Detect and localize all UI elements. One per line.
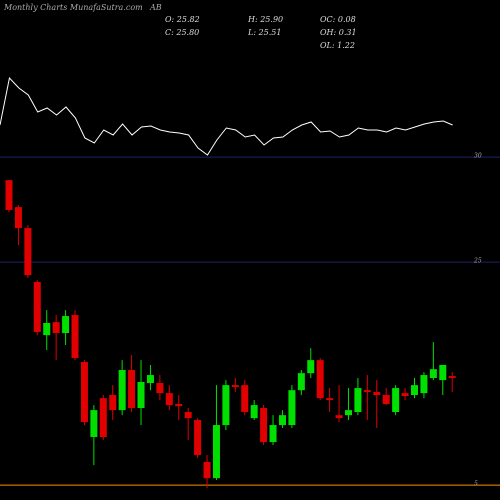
candle-body (429, 369, 437, 378)
candle-body (128, 370, 136, 409)
candle-body (382, 395, 390, 405)
candle-body (33, 282, 41, 333)
candle-body (118, 370, 126, 411)
candle-body (137, 381, 145, 409)
candle-body (184, 412, 192, 419)
candle-body (420, 375, 428, 394)
candle-body (24, 228, 32, 276)
info-open: O: 25.82 (165, 15, 200, 24)
candle-body (269, 425, 277, 443)
y-tick-label: 5 (474, 481, 478, 488)
candle-body (410, 385, 418, 396)
candle-body (231, 385, 239, 388)
candle-body (278, 415, 286, 426)
candle-body (165, 393, 173, 406)
indicator-line (0, 76, 453, 156)
info-high: H: 25.90 (247, 15, 283, 24)
candle-body (354, 388, 362, 413)
y-tick-label: 25 (473, 258, 482, 265)
candle-body (71, 314, 79, 359)
candle-body (62, 316, 70, 334)
info-low: L: 25.51 (247, 28, 281, 37)
candle-body (203, 461, 211, 479)
candle-body (109, 395, 117, 411)
candle-body (212, 425, 220, 479)
info-close: C: 25.80 (165, 28, 199, 37)
candle-body (363, 390, 371, 393)
info-oc: OC: 0.08 (320, 15, 356, 24)
candle-body (373, 392, 381, 396)
chart-title: Monthly Charts MunafaSutra.com (3, 3, 143, 12)
candle-body (344, 410, 352, 416)
info-ol: OL: 1.22 (320, 41, 355, 50)
symbol: AB (149, 3, 162, 12)
candle-body (80, 362, 88, 423)
candle-body (297, 373, 305, 391)
candle-body (307, 360, 315, 374)
candle-body (335, 415, 343, 419)
candle-body (222, 385, 230, 426)
y-tick-label: 30 (474, 153, 482, 160)
candle-body (43, 322, 51, 336)
candle-body (260, 408, 268, 443)
candle-body (146, 375, 154, 384)
candle-body (392, 388, 400, 413)
candle-body (439, 364, 447, 381)
candle-body (156, 383, 164, 394)
info-oh: OH: 0.31 (320, 28, 357, 37)
candle-body (448, 376, 456, 378)
candle-body (288, 390, 296, 426)
candle-body (250, 405, 258, 419)
candle-body (5, 180, 13, 210)
candle-body (194, 419, 202, 456)
candle-body (175, 404, 183, 407)
candle-body (52, 322, 60, 334)
candle-body (316, 360, 324, 399)
candle-body (241, 385, 249, 413)
candle-body (401, 393, 409, 397)
candle-body (14, 207, 22, 229)
candle-body (99, 398, 107, 438)
candle-body (326, 398, 334, 401)
candle-body (90, 410, 98, 438)
